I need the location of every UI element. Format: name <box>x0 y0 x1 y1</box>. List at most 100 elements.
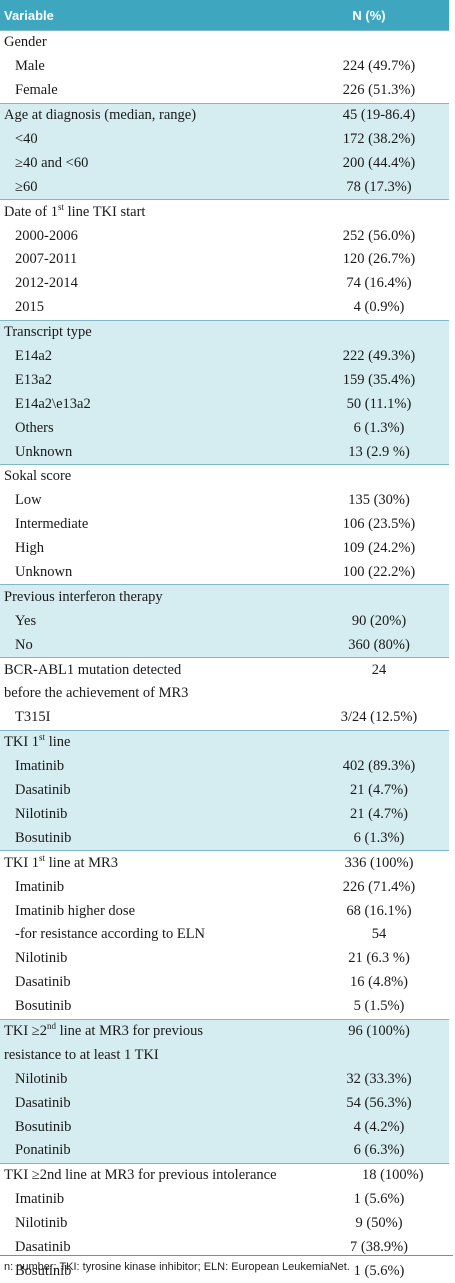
row-value: 18 (100%) <box>361 1167 424 1184</box>
section-transcript-type: Transcript type E14a2 222 (49.3%) E13a2 15… <box>0 319 449 465</box>
table-row: T315I 3/24 (12.5%) <box>0 706 449 730</box>
row-value: 21 (6.3 %) <box>348 950 410 967</box>
header-n-percent: N (%) <box>352 7 386 23</box>
table-row: Bosutinib 6 (1.3%) <box>0 826 449 850</box>
row-value: 54 (56.3%) <box>346 1094 412 1111</box>
section-tki-first-line-mr3: TKI 1st line at MR3 336 (100%) Imatinib 22… <box>0 850 449 1018</box>
row-value: 252 (56.0%) <box>342 227 416 244</box>
row-value: 96 (100%) <box>348 1022 410 1039</box>
table-row: TKI ≥2nd line at MR3 for previous 96 (100… <box>0 1020 449 1044</box>
row-value: 5 (1.5%) <box>353 998 405 1015</box>
row-label: T315I <box>15 709 51 726</box>
row-label: E13a2 <box>15 371 53 388</box>
row-label: Dasatinib <box>15 974 71 991</box>
row-value: 50 (11.1%) <box>346 395 412 412</box>
row-value: 32 (33.3%) <box>346 1070 412 1087</box>
table-row: Gender <box>0 31 449 55</box>
row-value: 135 (30%) <box>348 492 410 509</box>
table-row: Female 226 (51.3%) <box>0 79 449 103</box>
row-label: Yes <box>15 612 37 629</box>
row-label: Nilotinib <box>15 1215 68 1232</box>
table-row: Dasatinib 21 (4.7%) <box>0 779 449 803</box>
table-row: Previous interferon therapy <box>0 585 449 609</box>
row-label: Others <box>15 419 54 436</box>
row-label: <40 <box>15 131 38 147</box>
table-row: TKI 1st line <box>0 731 449 755</box>
row-value: 159 (35.4%) <box>342 371 416 388</box>
section-mutation: BCR-ABL1 mutation detected 24 before the … <box>0 657 449 730</box>
table-row: Yes 90 (20%) <box>0 609 449 633</box>
table-row: Age at diagnosis (median, range) 45 (19-8… <box>0 104 449 128</box>
row-label: TKI ≥2nd line at MR3 for previous <box>4 1021 203 1039</box>
row-value: 224 (49.7%) <box>342 58 416 75</box>
row-value: 226 (71.4%) <box>342 878 416 895</box>
table-row: Unknown 13 (2.9 %) <box>0 440 449 464</box>
row-label: Male <box>15 58 45 75</box>
table-row: Nilotinib 9 (50%) <box>0 1212 449 1236</box>
table-row: TKI 1st line at MR3 336 (100%) <box>0 851 449 875</box>
row-label: Dasatinib <box>15 1238 71 1255</box>
row-value: 109 (24.2%) <box>342 540 416 557</box>
row-value: 106 (23.5%) <box>342 516 416 533</box>
row-label: TKI 1st line <box>4 732 71 751</box>
row-label: Previous interferon therapy <box>4 588 163 605</box>
table-row: No 360 (80%) <box>0 633 449 657</box>
section-tki-first-line: TKI 1st line Imatinib 402 (89.3%) Dasatin… <box>0 729 449 851</box>
row-value: 54 <box>371 926 387 943</box>
table-row: before the achievement of MR3 <box>0 682 449 706</box>
table-row: ≥60 78 (17.3%) <box>0 175 449 199</box>
table-row: Dasatinib 16 (4.8%) <box>0 971 449 995</box>
row-value: 360 (80%) <box>348 636 410 653</box>
row-label: Bosutinib <box>15 998 72 1015</box>
table-row: High 109 (24.2%) <box>0 537 449 561</box>
table-footnote: n: number; TKI: tyrosine kinase inhibito… <box>0 1255 453 1278</box>
row-label: 2012-2014 <box>15 275 78 292</box>
table-row: Imatinib 402 (89.3%) <box>0 755 449 779</box>
row-label: E14a2\e13a2 <box>15 395 91 412</box>
header-variable: Variable <box>4 7 54 23</box>
table-row: Others 6 (1.3%) <box>0 416 449 440</box>
table-header: Variable N (%) <box>0 0 449 30</box>
table-row: Ponatinib 6 (6.3%) <box>0 1139 449 1163</box>
section-age: Age at diagnosis (median, range) 45 (19-8… <box>0 102 449 200</box>
row-label: Unknown <box>15 564 73 581</box>
row-value: 120 (26.7%) <box>342 251 416 268</box>
table-row: BCR-ABL1 mutation detected 24 <box>0 658 449 682</box>
row-label: Transcript type <box>4 324 92 341</box>
row-label: Bosutinib <box>15 1118 72 1135</box>
row-value: 68 (16.1%) <box>346 902 412 919</box>
table-row: Sokal score <box>0 465 449 489</box>
section-tki-second-line-resistance: TKI ≥2nd line at MR3 for previous 96 (100… <box>0 1018 449 1163</box>
row-label: Date of 1st line TKI start <box>4 201 146 220</box>
row-label: Low <box>15 492 42 509</box>
row-label: E14a2 <box>15 348 53 365</box>
table-row: Nilotinib 32 (33.3%) <box>0 1067 449 1091</box>
row-label: Nilotinib <box>15 950 68 967</box>
row-value: 7 (38.9%) <box>350 1238 408 1255</box>
row-label: No <box>15 636 33 653</box>
row-value: 6 (1.3%) <box>353 419 405 436</box>
row-value: 74 (16.4%) <box>346 275 412 292</box>
row-value: 226 (51.3%) <box>342 82 416 99</box>
table-row: Bosutinib 1 (5.6%) <box>0 1259 449 1283</box>
table-row: ≥40 and <60 200 (44.4%) <box>0 151 449 175</box>
row-label: 2015 <box>15 299 44 316</box>
row-value: 16 (4.8%) <box>350 974 408 991</box>
row-label: Imatinib <box>15 878 65 895</box>
table-row: 2015 4 (0.9%) <box>0 296 449 320</box>
row-label: Age at diagnosis (median, range) <box>4 107 197 124</box>
row-value: 90 (20%) <box>351 612 407 629</box>
row-value: 100 (22.2%) <box>342 564 416 581</box>
row-value: 21 (4.7%) <box>350 782 408 799</box>
table-row: E14a2 222 (49.3%) <box>0 345 449 369</box>
row-label: Intermediate <box>15 516 89 533</box>
table-row: Dasatinib 7 (38.9%) <box>0 1236 449 1260</box>
table-row: E13a2 159 (35.4%) <box>0 368 449 392</box>
row-value: 200 (44.4%) <box>342 154 416 171</box>
table-row: E14a2\e13a2 50 (11.1%) <box>0 392 449 416</box>
table-row: -for resistance according to ELN 54 <box>0 923 449 947</box>
row-value: 1 (5.6%) <box>353 1262 405 1279</box>
table-row: Low 135 (30%) <box>0 489 449 513</box>
table-row: 2000-2006 252 (56.0%) <box>0 224 449 248</box>
